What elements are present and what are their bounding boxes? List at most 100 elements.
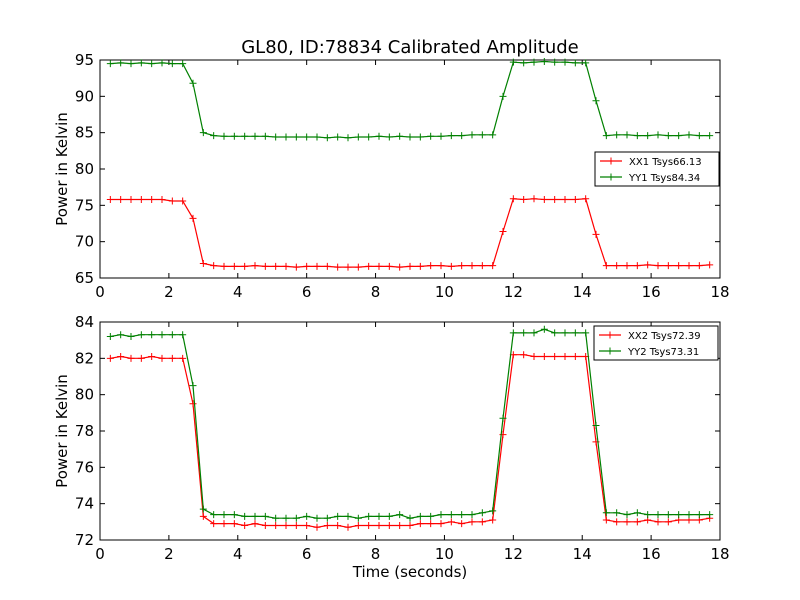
data-point <box>592 230 600 238</box>
data-point <box>313 133 321 141</box>
data-point <box>664 262 672 270</box>
data-point <box>272 133 280 141</box>
x-tick-label: 6 <box>302 283 312 301</box>
data-point <box>613 518 621 526</box>
data-point <box>530 195 538 203</box>
series-1 <box>106 195 714 271</box>
data-point <box>571 329 579 337</box>
y-tick-label: 84 <box>75 313 94 331</box>
data-point <box>437 132 445 140</box>
data-point <box>427 132 435 140</box>
data-point <box>344 263 352 271</box>
data-point <box>292 514 300 522</box>
data-point <box>303 512 311 520</box>
data-point <box>602 509 610 517</box>
data-point <box>582 59 590 67</box>
data-point <box>478 131 486 139</box>
data-point <box>530 353 538 361</box>
data-point <box>251 132 259 140</box>
data-point <box>695 262 703 270</box>
data-point <box>344 512 352 520</box>
data-point <box>551 196 559 204</box>
data-point <box>592 422 600 430</box>
data-point <box>706 132 714 140</box>
data-point <box>148 60 156 68</box>
data-point <box>220 511 228 519</box>
data-point <box>427 262 435 270</box>
data-point <box>323 134 331 142</box>
data-point <box>261 521 269 529</box>
data-point <box>199 129 207 137</box>
data-point <box>437 520 445 528</box>
data-point <box>478 518 486 526</box>
data-point <box>530 329 538 337</box>
data-point <box>613 262 621 270</box>
data-point <box>334 133 342 141</box>
y-tick-label: 72 <box>75 531 94 549</box>
x-tick-label: 0 <box>95 545 105 563</box>
x-tick-label: 18 <box>710 283 729 301</box>
y-tick-label: 70 <box>75 233 94 251</box>
data-point <box>385 512 393 520</box>
data-point <box>509 329 517 337</box>
data-point <box>520 351 528 359</box>
legend-marker <box>606 331 614 339</box>
data-point <box>706 261 714 269</box>
y-axis-label: Power in Kelvin <box>53 374 71 488</box>
data-point <box>489 131 497 139</box>
data-point <box>303 521 311 529</box>
data-point <box>664 518 672 526</box>
data-point <box>489 516 497 524</box>
legend-box <box>594 151 720 187</box>
data-point <box>416 133 424 141</box>
legend-marker <box>607 173 615 181</box>
legend: XX1 Tsys66.13 YY1 Tsys84.34 <box>594 151 720 187</box>
data-point <box>520 59 528 67</box>
data-point <box>137 196 145 204</box>
data-point <box>137 59 145 67</box>
data-point <box>230 511 238 519</box>
data-point <box>210 132 218 140</box>
data-point <box>323 514 331 522</box>
y-tick-label: 78 <box>75 422 94 440</box>
data-point <box>478 509 486 517</box>
data-point <box>313 262 321 270</box>
data-point <box>106 333 114 341</box>
data-point <box>199 259 207 267</box>
x-axis-label: Time (seconds) <box>352 563 468 581</box>
data-point <box>561 58 569 66</box>
data-point <box>344 134 352 142</box>
data-point <box>241 521 249 529</box>
data-point <box>540 353 548 361</box>
data-point <box>220 520 228 528</box>
data-point <box>261 512 269 520</box>
data-point <box>282 521 290 529</box>
data-point <box>571 59 579 67</box>
data-point <box>416 512 424 520</box>
data-point <box>613 131 621 139</box>
data-point <box>623 511 631 519</box>
data-point <box>261 262 269 270</box>
data-point <box>458 132 466 140</box>
data-point <box>633 132 641 140</box>
data-point <box>365 133 373 141</box>
data-point <box>365 262 373 270</box>
data-point <box>685 131 693 139</box>
x-tick-label: 2 <box>164 545 174 563</box>
data-point <box>685 262 693 270</box>
data-point <box>375 521 383 529</box>
data-point <box>385 262 393 270</box>
legend-label: XX2 Tsys72.39 <box>628 331 701 342</box>
data-point <box>385 521 393 529</box>
x-tick-label: 12 <box>504 545 523 563</box>
data-point <box>158 331 166 339</box>
data-point <box>241 132 249 140</box>
data-point <box>303 133 311 141</box>
data-point <box>675 132 683 140</box>
data-point <box>582 329 590 337</box>
data-point <box>117 196 125 204</box>
data-point <box>602 516 610 524</box>
data-point <box>385 133 393 141</box>
data-point <box>158 354 166 362</box>
